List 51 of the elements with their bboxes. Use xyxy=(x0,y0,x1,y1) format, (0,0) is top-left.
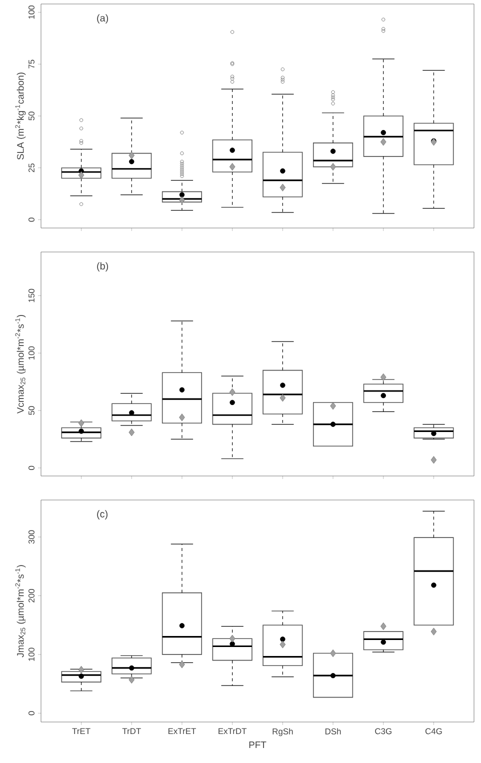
y-axis-title: Vcmax$_{25}$ (µmol*m$^{-2}$*s$^{-1}$) xyxy=(15,314,26,414)
y-tick-label: 0 xyxy=(28,711,34,716)
point xyxy=(430,456,437,464)
point xyxy=(229,634,236,642)
x-tick-label: DSh xyxy=(325,728,341,734)
point xyxy=(280,184,286,192)
point xyxy=(229,388,236,396)
y-axis-title: SLA (m$^{2}$*kg$^{-1}$carbon) xyxy=(15,72,26,160)
point xyxy=(430,138,437,146)
y-tick-label: 0 xyxy=(28,466,34,470)
point xyxy=(430,628,437,636)
point xyxy=(179,414,185,422)
point xyxy=(179,660,185,668)
y-axis-title: Jmax$_{25}$ (µmol*m$^{-2}$*s$^{-1}$) xyxy=(15,565,26,658)
point xyxy=(179,196,185,204)
point xyxy=(380,138,386,146)
y-tick-label: 50 xyxy=(28,112,34,120)
point xyxy=(380,622,386,630)
point xyxy=(78,419,84,427)
point xyxy=(128,428,135,436)
y-tick-label: 100 xyxy=(28,6,34,19)
point xyxy=(128,152,135,160)
y-tick-label: 100 xyxy=(28,346,34,360)
x-tick-label: RgSh xyxy=(272,728,293,736)
x-tick-label: TrET xyxy=(72,728,90,734)
y-tick-label: 200 xyxy=(28,589,34,602)
point xyxy=(128,676,135,684)
point xyxy=(78,666,84,674)
annotation: (b) xyxy=(97,262,108,272)
point xyxy=(380,373,386,382)
point xyxy=(330,649,336,658)
x-tick-label: ExTrET xyxy=(168,728,196,734)
x-tick-label: TrDT xyxy=(122,728,141,734)
x-tick-label: C4G xyxy=(425,728,442,734)
point xyxy=(78,171,84,179)
y-tick-label: 75 xyxy=(28,60,34,68)
point xyxy=(330,163,336,171)
point xyxy=(280,394,286,402)
x-tick-label: C3G xyxy=(375,728,392,734)
annotation: (a) xyxy=(97,14,108,24)
y-tick-label: 300 xyxy=(28,530,34,544)
y-tick-label: 25 xyxy=(28,163,34,172)
y-tick-label: 150 xyxy=(28,288,34,302)
y-tick-label: 100 xyxy=(28,648,34,661)
y-tick-label: 0 xyxy=(28,218,34,222)
point xyxy=(280,640,286,648)
x-tick-label: ExTrDT xyxy=(218,728,247,734)
point xyxy=(229,163,236,171)
annotation: (c) xyxy=(97,510,108,520)
x-axis-title: PFT xyxy=(249,742,266,748)
y-tick-label: 50 xyxy=(28,406,34,415)
